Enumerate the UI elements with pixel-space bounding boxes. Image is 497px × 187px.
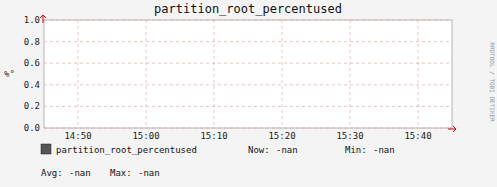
y-tick-label: 0.8	[24, 37, 40, 47]
background	[0, 0, 497, 187]
legend-stat: Now:	[248, 145, 270, 155]
x-tick-label: 15:00	[132, 131, 159, 141]
legend-stat: -nan	[373, 145, 395, 155]
watermark: RRDTOOL / TOBI OETIKER	[489, 42, 496, 122]
legend-label: partition_root_percentused	[56, 145, 197, 155]
legend-stat: -nan	[69, 168, 91, 178]
legend-swatch	[41, 144, 51, 154]
axis-arrow	[453, 126, 456, 132]
y-tick-label: 0.6	[24, 58, 40, 68]
legend-stat: Min:	[345, 145, 367, 155]
axis-arrow	[448, 129, 456, 130]
title: partition_root_percentused	[154, 2, 342, 16]
y-tick-label: 1.0	[24, 15, 40, 25]
grid-line	[44, 20, 452, 21]
grid-line	[418, 20, 419, 128]
y-tick-label: 0.0	[24, 123, 40, 133]
x-tick-label: 14:50	[64, 131, 91, 141]
axis-arrow	[40, 15, 46, 23]
y-axis-label: %°	[4, 69, 15, 79]
grid-line	[44, 84, 452, 85]
x-tick-label: 15:30	[336, 131, 363, 141]
x-tick-label: 15:10	[200, 131, 227, 141]
legend-stat: Max:	[110, 168, 132, 178]
grid-line	[44, 106, 452, 107]
grid-line	[282, 20, 283, 128]
plot-area	[44, 20, 452, 128]
x-tick-label: 15:20	[268, 131, 295, 141]
y-tick-label: 0.2	[24, 101, 40, 111]
x-tick-label: 15:40	[404, 131, 431, 141]
legend-stat: Avg:	[41, 168, 63, 178]
grid-line	[214, 20, 215, 128]
legend-stat: -nan	[276, 145, 298, 155]
grid-line	[44, 41, 452, 42]
grid-line	[146, 20, 147, 128]
grid-line	[78, 20, 79, 128]
legend-stat: -nan	[138, 168, 160, 178]
y-tick-label: 0.4	[24, 80, 40, 90]
grid-line	[44, 63, 452, 64]
grid-line	[350, 20, 351, 128]
grid-line	[44, 128, 452, 129]
